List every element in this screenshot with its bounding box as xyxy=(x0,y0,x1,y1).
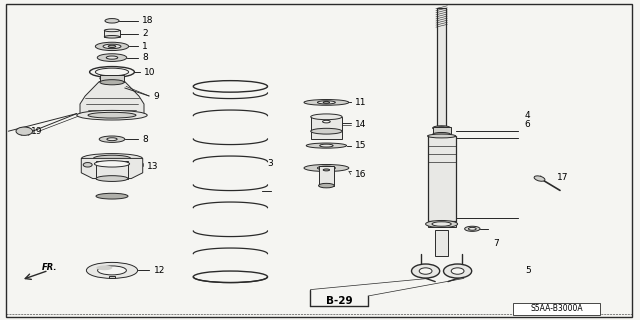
Text: 3: 3 xyxy=(268,159,273,168)
Ellipse shape xyxy=(99,136,125,142)
Ellipse shape xyxy=(96,266,113,270)
Ellipse shape xyxy=(306,143,347,148)
Ellipse shape xyxy=(319,144,333,147)
Ellipse shape xyxy=(465,226,480,231)
Text: 5: 5 xyxy=(525,266,531,275)
Text: B-29: B-29 xyxy=(326,296,353,306)
Ellipse shape xyxy=(323,120,330,123)
Circle shape xyxy=(83,163,92,167)
Ellipse shape xyxy=(100,80,124,85)
Ellipse shape xyxy=(433,126,451,130)
Ellipse shape xyxy=(304,100,349,105)
Circle shape xyxy=(444,264,472,278)
Ellipse shape xyxy=(97,266,127,275)
Text: FR.: FR. xyxy=(42,263,58,272)
Bar xyxy=(109,276,115,278)
Text: 2: 2 xyxy=(142,29,148,38)
Ellipse shape xyxy=(95,161,129,167)
Bar xyxy=(428,136,456,221)
Ellipse shape xyxy=(534,176,545,181)
Ellipse shape xyxy=(82,154,143,163)
Ellipse shape xyxy=(317,101,335,104)
Ellipse shape xyxy=(104,29,120,32)
Ellipse shape xyxy=(433,132,451,136)
Bar xyxy=(513,303,600,315)
Ellipse shape xyxy=(103,44,121,49)
Bar xyxy=(437,8,446,134)
Ellipse shape xyxy=(323,169,330,171)
Ellipse shape xyxy=(86,262,138,278)
Text: 18: 18 xyxy=(142,16,154,25)
Ellipse shape xyxy=(96,193,128,199)
Ellipse shape xyxy=(96,176,128,181)
Ellipse shape xyxy=(97,54,127,61)
Ellipse shape xyxy=(317,166,335,170)
Ellipse shape xyxy=(107,138,117,141)
Ellipse shape xyxy=(323,101,330,103)
Circle shape xyxy=(451,268,464,274)
Text: 1: 1 xyxy=(142,42,148,51)
Ellipse shape xyxy=(95,68,129,76)
Bar xyxy=(428,221,456,227)
Text: 8: 8 xyxy=(142,135,148,144)
Bar xyxy=(319,166,334,186)
Ellipse shape xyxy=(106,56,118,59)
Bar xyxy=(100,75,124,82)
Text: 4: 4 xyxy=(525,111,531,120)
Text: 9: 9 xyxy=(154,92,159,100)
Bar xyxy=(433,127,451,134)
Ellipse shape xyxy=(77,110,147,120)
Ellipse shape xyxy=(311,128,342,134)
Bar xyxy=(435,230,448,256)
Text: 15: 15 xyxy=(355,141,367,150)
Ellipse shape xyxy=(428,134,456,138)
Ellipse shape xyxy=(426,220,458,228)
Text: 8: 8 xyxy=(142,53,148,62)
Ellipse shape xyxy=(88,112,136,118)
Circle shape xyxy=(419,268,432,274)
Ellipse shape xyxy=(468,228,476,230)
Ellipse shape xyxy=(304,164,349,172)
Text: 14: 14 xyxy=(355,120,367,129)
Ellipse shape xyxy=(432,222,451,226)
Ellipse shape xyxy=(95,42,129,51)
Text: 10: 10 xyxy=(144,68,156,76)
Text: 11: 11 xyxy=(355,98,367,107)
Text: 16: 16 xyxy=(355,170,367,179)
Bar xyxy=(311,117,342,139)
Bar xyxy=(96,161,128,179)
Text: 6: 6 xyxy=(525,120,531,129)
Ellipse shape xyxy=(93,155,131,162)
Polygon shape xyxy=(81,158,143,179)
Polygon shape xyxy=(80,82,144,118)
Ellipse shape xyxy=(436,127,447,129)
Bar xyxy=(104,30,120,37)
Text: 13: 13 xyxy=(147,162,159,171)
Ellipse shape xyxy=(311,114,342,120)
Text: 19: 19 xyxy=(31,127,42,136)
Ellipse shape xyxy=(319,183,334,188)
Text: S5AA-B3000A: S5AA-B3000A xyxy=(531,304,583,313)
Circle shape xyxy=(16,127,33,135)
Text: 12: 12 xyxy=(154,266,165,275)
Text: 17: 17 xyxy=(557,173,568,182)
Text: 7: 7 xyxy=(493,239,499,248)
Ellipse shape xyxy=(104,36,120,38)
Ellipse shape xyxy=(108,45,116,48)
Circle shape xyxy=(412,264,440,278)
Ellipse shape xyxy=(100,76,124,81)
Ellipse shape xyxy=(105,19,119,23)
